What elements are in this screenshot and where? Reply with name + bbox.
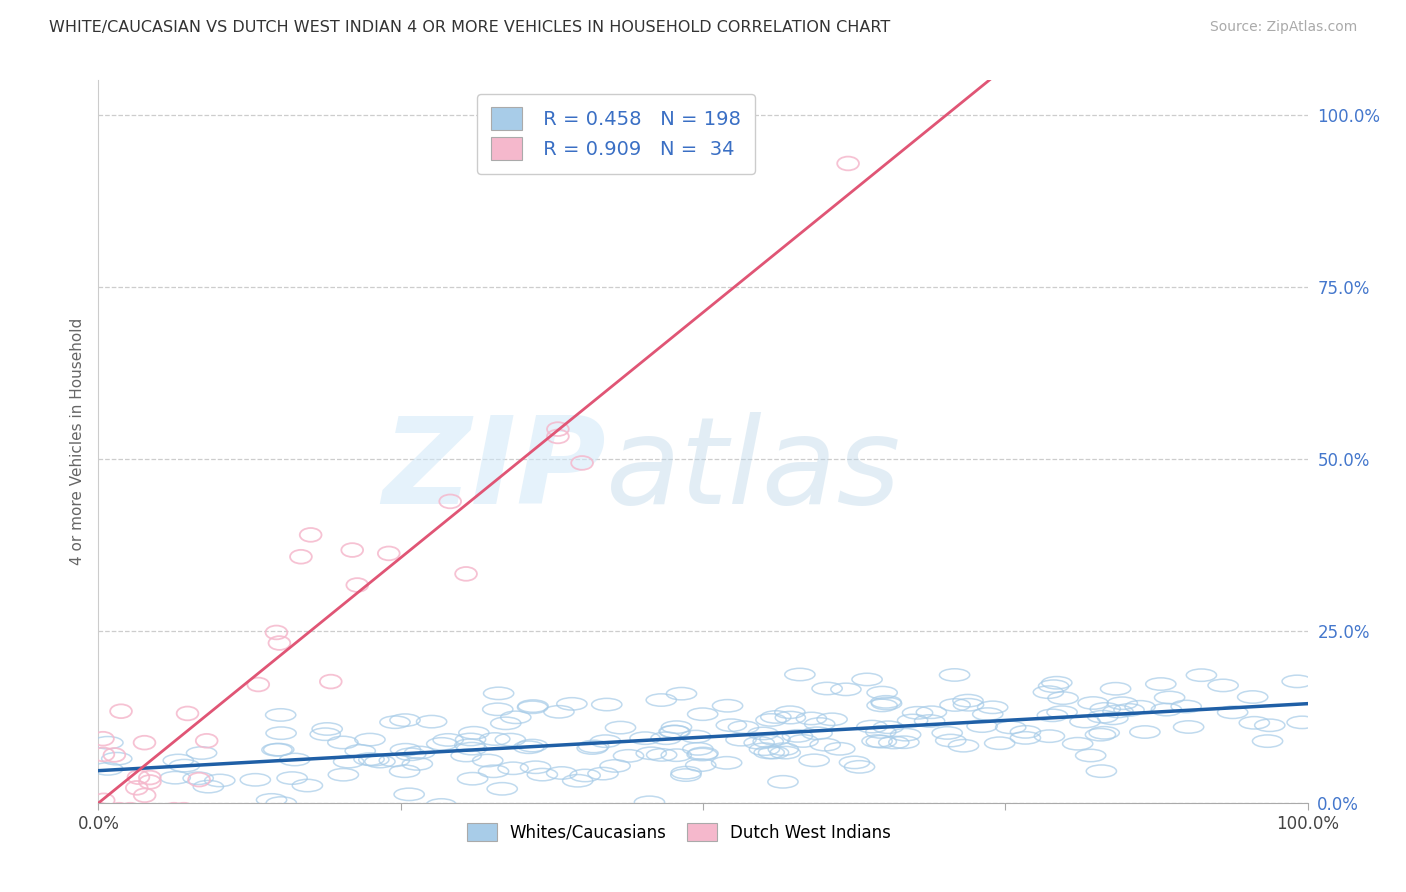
Y-axis label: 4 or more Vehicles in Household: 4 or more Vehicles in Household bbox=[69, 318, 84, 566]
Text: ZIP: ZIP bbox=[382, 412, 606, 529]
Text: WHITE/CAUCASIAN VS DUTCH WEST INDIAN 4 OR MORE VEHICLES IN HOUSEHOLD CORRELATION: WHITE/CAUCASIAN VS DUTCH WEST INDIAN 4 O… bbox=[49, 20, 890, 35]
Text: atlas: atlas bbox=[606, 412, 901, 529]
Text: Source: ZipAtlas.com: Source: ZipAtlas.com bbox=[1209, 20, 1357, 34]
Legend: Whites/Caucasians, Dutch West Indians: Whites/Caucasians, Dutch West Indians bbox=[460, 817, 897, 848]
